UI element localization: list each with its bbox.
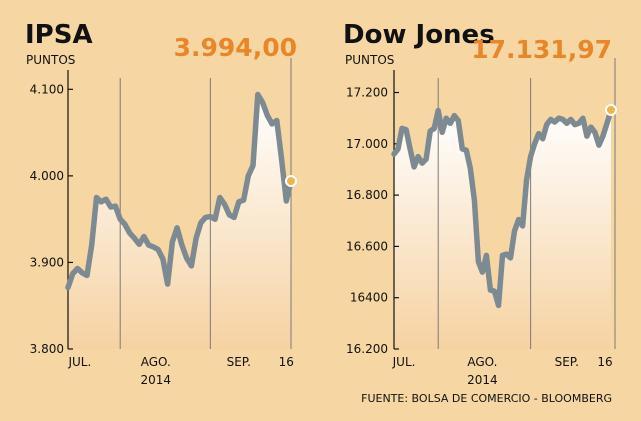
last-value-marker bbox=[285, 175, 297, 188]
series-line bbox=[391, 107, 614, 309]
x-month-label: AGO. bbox=[467, 355, 497, 369]
x-year-label: 2014 bbox=[141, 373, 172, 387]
panel-ipsa: 3.800 3.900 4.000 4.100 IPSA PUNTOS 3.994,00 JU… bbox=[25, 20, 297, 387]
x-month-label: SEP. bbox=[555, 355, 579, 369]
x-month-label: SEP. bbox=[227, 355, 251, 369]
x-month-label: JUL. bbox=[67, 355, 91, 369]
x-month-label: AGO. bbox=[141, 355, 171, 369]
y-tick-label: 4.000 bbox=[30, 169, 64, 183]
last-value-label: 3.994,00 bbox=[174, 33, 297, 62]
x-month-label: JUL. bbox=[392, 355, 416, 369]
unit-label: PUNTOS bbox=[26, 53, 75, 67]
area-fill bbox=[394, 110, 611, 349]
y-tick-label: 3.900 bbox=[30, 255, 64, 269]
chart-title: IPSA bbox=[25, 20, 93, 50]
x-year-label: 2014 bbox=[467, 373, 498, 387]
y-tick-label: 16.200 bbox=[346, 342, 388, 356]
last-value-label: 17.131,97 bbox=[471, 35, 612, 64]
last-value-marker bbox=[604, 103, 617, 116]
source-note: FUENTE: BOLSA DE COMERCIO - BLOOMBERG bbox=[361, 392, 612, 405]
y-tick-label: 17.200 bbox=[346, 86, 388, 100]
y-tick-label: 16.800 bbox=[346, 188, 388, 202]
unit-label: PUNTOS bbox=[345, 53, 394, 67]
y-tick-label: 3.800 bbox=[30, 342, 64, 356]
series-line bbox=[65, 91, 294, 291]
panel-dow-jones: 16.200 16400 16.600 16.800 17.000 17.200 Dow J… bbox=[343, 20, 617, 387]
chart-title: Dow Jones bbox=[343, 20, 495, 50]
y-tick-label: 4.100 bbox=[30, 82, 64, 96]
y-tick-label: 17.000 bbox=[346, 137, 388, 151]
x-month-label: 16 bbox=[597, 355, 612, 369]
area-fill bbox=[68, 94, 291, 349]
y-tick-label: 16400 bbox=[350, 291, 388, 305]
x-month-label: 16 bbox=[279, 355, 294, 369]
y-tick-label: 16.600 bbox=[346, 239, 388, 253]
